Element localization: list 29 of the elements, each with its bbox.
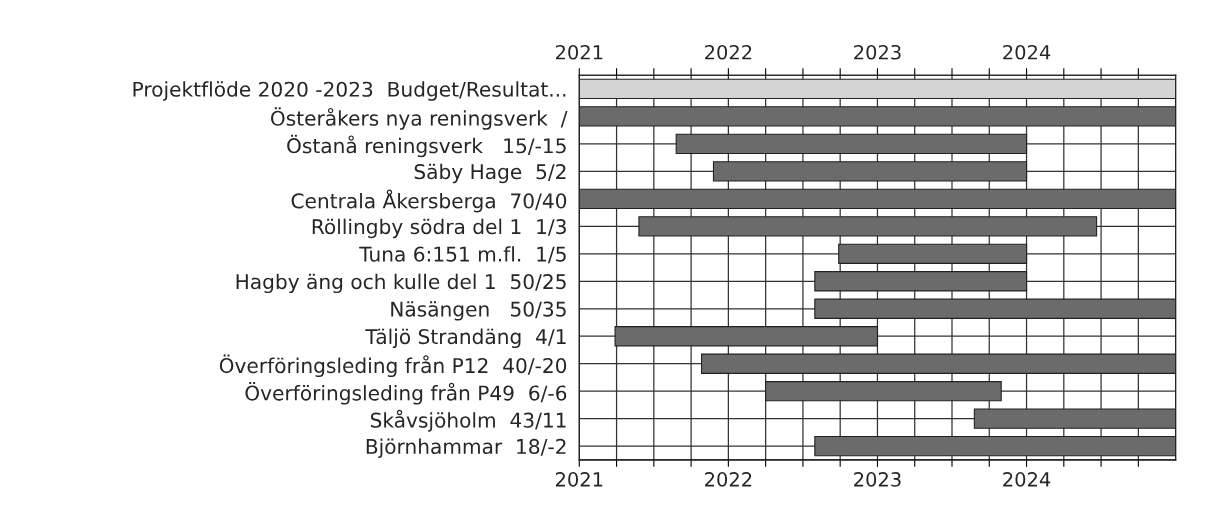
y-tick-label: Hagby äng och kulle del 1 50/25	[236, 273, 566, 294]
y-tick-label: Björnhammar 18/-2	[366, 438, 566, 458]
y-tick-label: Centrala Åkersberga 70/40	[291, 189, 567, 213]
y-tick-label: Säby Hage 5/2	[414, 163, 566, 184]
y-tick-label: Skåvsjöholm 43/11	[370, 409, 566, 432]
bar	[712, 161, 1028, 182]
bar	[614, 326, 879, 347]
y-tick-label: Österåkers nya reningsverk /	[270, 107, 568, 130]
bar	[814, 271, 1028, 292]
x-tick-label: 2022	[705, 472, 752, 487]
bar	[675, 133, 1028, 155]
y-tick-label: Täljö Strandäng 4/1	[365, 328, 566, 349]
x2-tick-label: 2023	[854, 44, 901, 60]
x2-tick-label: 2021	[555, 44, 603, 60]
y-tick-label: Röllingby södra del 1 1/3	[312, 218, 566, 239]
y-tick-label: Tuna 6:151 m.fl. 1/5	[359, 246, 566, 264]
bar	[638, 216, 1098, 237]
x-tick-label: 2024	[1003, 472, 1051, 487]
x-tick-label: 2023	[854, 472, 901, 487]
y-tick-label: Näsängen 50/35	[391, 301, 566, 321]
x2-tick-label: 2022	[705, 44, 752, 60]
x-tick-label: 2021	[555, 472, 603, 487]
x2-tick-label: 2024	[1003, 44, 1051, 60]
y-tick-label: Överföringsleding från P12 40/-20	[219, 354, 567, 378]
y-tick-label: Projektflöde 2020 -2023 Budget/Resultat...	[133, 81, 566, 101]
bar	[838, 243, 1028, 264]
y-tick-label: Överföringsleding från P49 6/-6	[245, 382, 567, 405]
bar	[765, 381, 1002, 402]
y-tick-label: Östanå reningsverk 15/-15	[287, 134, 566, 158]
